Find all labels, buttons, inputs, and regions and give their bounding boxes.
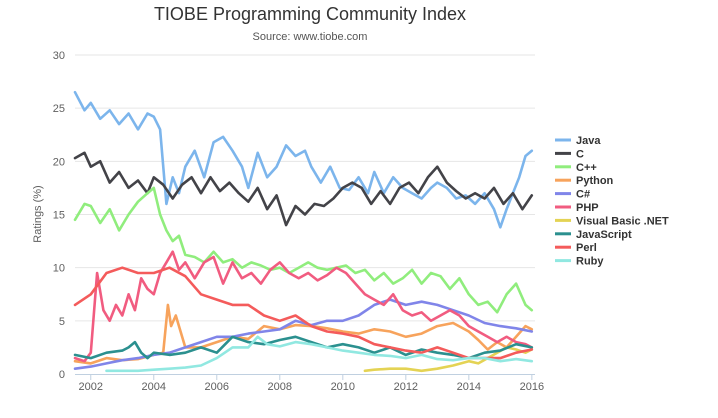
- x-tick-label: 2002: [79, 381, 103, 393]
- legend-item-python[interactable]: Python: [555, 175, 614, 187]
- legend-label: Ruby: [576, 256, 604, 268]
- y-tick-label: 0: [59, 369, 65, 381]
- legend-item-c[interactable]: C++: [555, 162, 597, 174]
- legend-item-visual-basic-net[interactable]: Visual Basic .NET: [555, 215, 669, 227]
- legend-label: PHP: [576, 202, 599, 214]
- legend-label: C++: [576, 162, 597, 174]
- x-tick-label: 2010: [331, 381, 355, 393]
- legend-item-perl[interactable]: Perl: [555, 242, 597, 254]
- series-line-php[interactable]: [73, 250, 534, 363]
- y-axis-tick-labels: 0 5 10 15 20 25 30: [53, 50, 65, 381]
- series-line-javascript[interactable]: [73, 335, 534, 360]
- legend-label: Visual Basic .NET: [576, 215, 669, 227]
- series-line-ruby[interactable]: [105, 335, 534, 373]
- y-tick-label: 20: [53, 156, 65, 168]
- x-tick-label: 2008: [268, 381, 292, 393]
- legend-item-java[interactable]: Java: [555, 135, 601, 147]
- x-tick-label: 2006: [205, 381, 229, 393]
- series-line-visual-basic-net[interactable]: [363, 346, 534, 373]
- series-line-java[interactable]: [73, 90, 534, 229]
- y-axis-title: Ratings (%): [32, 185, 44, 242]
- legend-item-c[interactable]: C: [555, 148, 584, 160]
- legend-label: C: [576, 148, 584, 160]
- x-axis-tick-labels: 2002 2004 2006 2008 2010 2012 2014 2016: [79, 374, 544, 393]
- y-tick-label: 25: [53, 103, 65, 115]
- series-line-perl[interactable]: [73, 266, 534, 360]
- legend-item-c[interactable]: C#: [555, 189, 590, 201]
- x-tick-label: 2016: [520, 381, 544, 393]
- x-tick-label: 2012: [394, 381, 418, 393]
- legend-label: Perl: [576, 242, 597, 254]
- legend-label: Java: [576, 135, 601, 147]
- legend-item-ruby[interactable]: Ruby: [555, 256, 604, 268]
- chart-title: TIOBE Programming Community Index: [154, 4, 466, 24]
- chart-subtitle: Source: www.tiobe.com: [253, 31, 368, 43]
- legend-label: Python: [576, 175, 614, 187]
- legend-label: JavaScript: [576, 229, 632, 241]
- legend-item-javascript[interactable]: JavaScript: [555, 229, 632, 241]
- x-tick-label: 2014: [457, 381, 481, 393]
- x-tick-label: 2004: [142, 381, 166, 393]
- y-tick-label: 10: [53, 263, 65, 275]
- series-line-c[interactable]: [73, 151, 534, 227]
- series-line-c[interactable]: [73, 186, 534, 314]
- y-tick-label: 5: [59, 316, 65, 328]
- y-tick-label: 30: [53, 50, 65, 62]
- y-tick-label: 15: [53, 210, 65, 222]
- series-lines: [73, 90, 534, 373]
- legend-item-php[interactable]: PHP: [555, 202, 599, 214]
- legend-label: C#: [576, 189, 590, 201]
